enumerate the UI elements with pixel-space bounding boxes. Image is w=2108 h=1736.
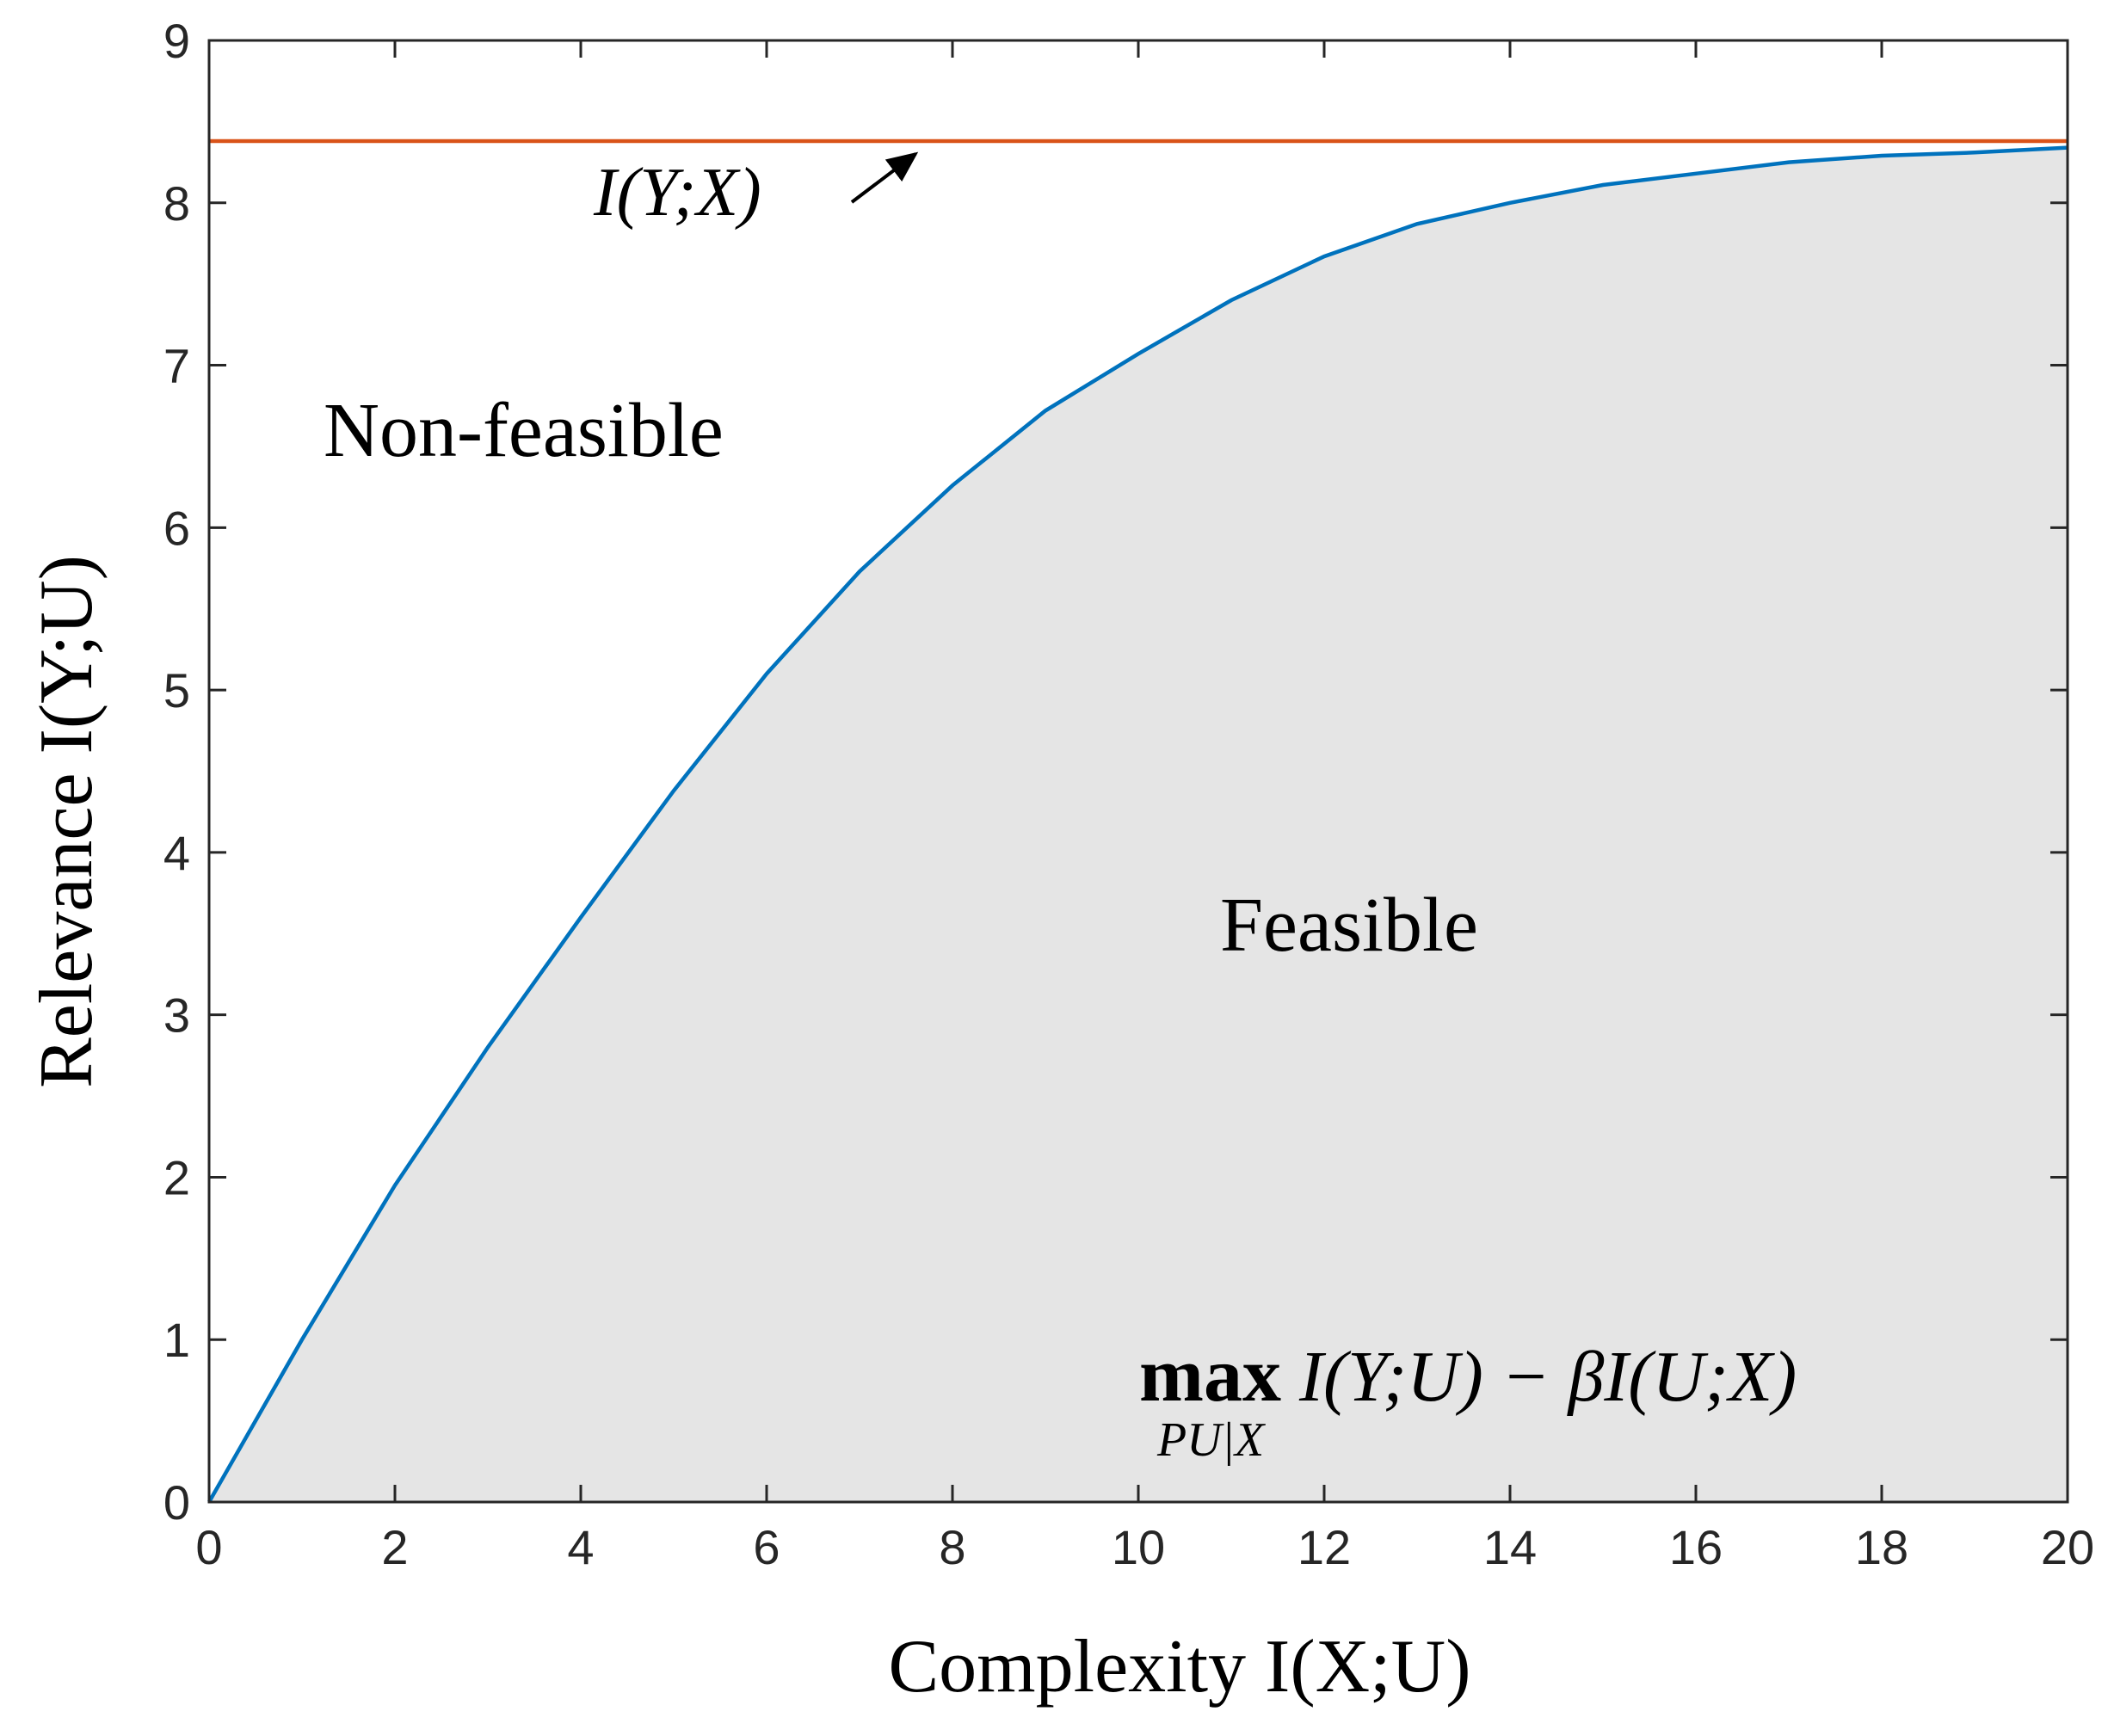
plot-area: [207, 139, 2068, 1504]
feasible-region: [209, 147, 2068, 1503]
y-tick-label: 0: [163, 1475, 190, 1530]
x-tick-label: 4: [567, 1520, 594, 1574]
x-tick-label: 10: [1112, 1520, 1165, 1574]
x-tick-label: 2: [381, 1520, 408, 1574]
objective-subscript: PU|X: [1156, 1413, 1267, 1467]
x-tick-label: 20: [2041, 1520, 2094, 1574]
x-tick-label: 14: [1483, 1520, 1537, 1574]
x-tick-label: 6: [753, 1520, 780, 1574]
y-tick-label: 3: [163, 988, 190, 1043]
annotation-arrow: [850, 151, 919, 204]
x-tick-label: 12: [1297, 1520, 1351, 1574]
annotation: Non-feasible: [324, 388, 724, 473]
y-tick-label: 5: [163, 663, 190, 717]
objective-expression: I(Y;U) − βI(U;X): [1298, 1337, 1797, 1417]
y-tick-label: 6: [163, 501, 190, 555]
series-line: [207, 145, 2068, 1504]
y-tick-label: 8: [163, 176, 190, 231]
x-tick-label: 0: [195, 1520, 222, 1574]
y-tick-label: 2: [163, 1150, 190, 1204]
annotation: Feasible: [1220, 883, 1478, 968]
x-tick-label: 8: [939, 1520, 965, 1574]
y-tick-label: 7: [163, 339, 190, 393]
y-tick-label: 1: [163, 1313, 190, 1367]
y-tick-label: 4: [163, 826, 190, 880]
x-axis-label: Complexity I(X;U): [888, 1625, 1470, 1708]
objective-operator: max: [1139, 1333, 1281, 1418]
x-tick-label: 18: [1855, 1520, 1908, 1574]
y-axis-label: Relevance I(Y;U): [25, 555, 108, 1088]
y-tick-label: 9: [163, 14, 190, 68]
annotation: I(Y;X): [593, 155, 761, 231]
x-tick-label: 16: [1669, 1520, 1723, 1574]
